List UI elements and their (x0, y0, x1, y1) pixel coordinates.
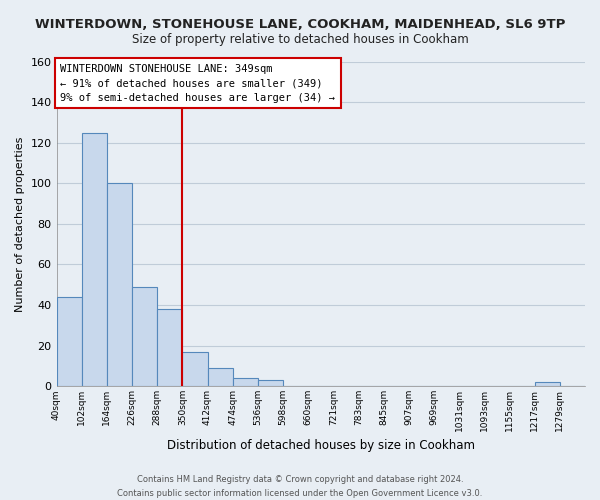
Bar (82, 132, 107, 386)
Text: WINTERDOWN, STONEHOUSE LANE, COOKHAM, MAIDENHEAD, SL6 9TP: WINTERDOWN, STONEHOUSE LANE, COOKHAM, MA… (35, 18, 565, 30)
Bar (132, 287, 157, 386)
Bar (107, 184, 132, 386)
Text: WINTERDOWN STONEHOUSE LANE: 349sqm
← 91% of detached houses are smaller (349)
9%: WINTERDOWN STONEHOUSE LANE: 349sqm ← 91%… (61, 64, 335, 103)
Bar (157, 309, 182, 386)
X-axis label: Distribution of detached houses by size in Cookham: Distribution of detached houses by size … (167, 440, 475, 452)
Text: Contains HM Land Registry data © Crown copyright and database right 2024.
Contai: Contains HM Land Registry data © Crown c… (118, 476, 482, 498)
Bar (233, 378, 258, 386)
Y-axis label: Number of detached properties: Number of detached properties (15, 136, 25, 312)
Bar (258, 380, 283, 386)
Bar (56, 297, 82, 386)
Bar (208, 368, 233, 386)
Bar (535, 382, 560, 386)
Bar (182, 352, 208, 386)
Text: Size of property relative to detached houses in Cookham: Size of property relative to detached ho… (131, 32, 469, 46)
